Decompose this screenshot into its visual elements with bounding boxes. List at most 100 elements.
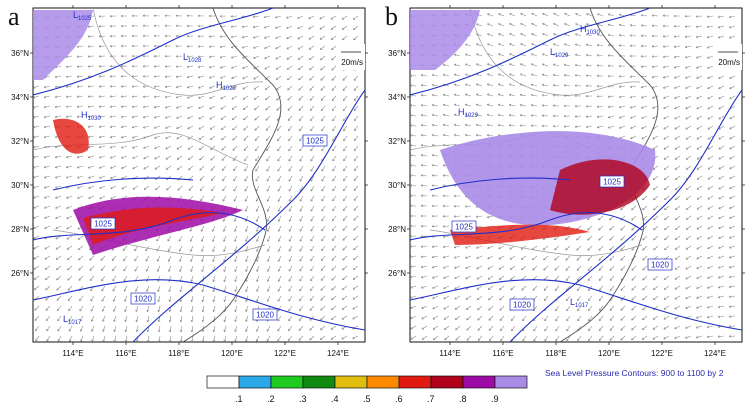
wind-arrow-head [76,106,80,108]
wind-arrow-head [420,185,423,187]
wind-arrow-head [520,84,522,87]
wind-arrow [245,205,249,212]
rain-north [33,10,93,80]
wind-arrow [213,325,216,332]
wind-arrow [299,235,304,242]
wind-arrow [520,43,527,47]
wind-arrow-head [289,200,292,202]
wind-arrow-head [707,26,710,29]
wind-arrow-head [88,136,91,139]
wind-arrow-head [453,216,456,218]
wind-arrow [542,74,549,77]
wind-arrow-head [476,53,478,56]
wind-arrow [674,135,681,140]
wind-arrow [89,275,95,281]
wind-arrow [319,25,326,30]
wind-arrow [353,185,359,191]
wind-arrow-head [57,329,60,332]
wind-arrow-head [332,99,335,101]
wind-arrow-head [223,250,226,252]
wind-arrow [331,35,337,40]
wind-arrow-head [332,229,335,232]
wind-arrow [653,205,659,211]
wind-arrow [34,315,40,321]
wind-arrow [266,155,271,162]
wind-arrow [298,95,304,101]
wind-arrow-head [320,279,324,281]
wind-arrow-head [157,290,160,292]
wind-arrow [707,45,714,49]
wind-arrow [718,75,725,79]
wind-arrow [154,135,161,139]
wind-arrow-head [585,116,589,118]
wind-arrow [112,265,117,272]
wind-arrow [432,124,439,127]
wind-arrow-head [101,279,104,282]
wind-arrow [221,125,227,130]
wind-arrow-head [277,149,280,152]
wind-arrow-head [142,66,145,68]
wind-arrow-head [597,116,600,119]
wind-arrow-head [266,339,269,342]
wind-arrow-head [33,137,36,139]
wind-arrow [67,285,73,291]
wind-arrow-head [531,13,533,16]
wind-arrow [256,255,260,262]
wind-arrow [509,94,516,97]
wind-arrow [288,165,293,172]
wind-arrow [674,85,681,89]
panel-b: 1025102510201020H1030L1029H1029L101720m/… [388,5,745,358]
wind-arrow-head [114,330,116,332]
wind-arrow [231,95,238,100]
wind-arrow [354,135,359,141]
lon-tick-label: 114°E [62,349,83,358]
wind-arrow [729,155,736,160]
wind-arrow [180,335,183,342]
wind-arrow-head [431,185,434,187]
wind-arrow [718,175,725,180]
wind-arrow [432,175,439,177]
lon-tick-label: 120°E [221,349,243,358]
wind-arrow-head [607,65,610,68]
wind-arrow [287,75,293,81]
wind-arrow [352,315,359,320]
wind-arrow [191,325,194,332]
wind-arrow [264,65,271,70]
wind-arrow [531,73,538,77]
wind-arrow [310,195,315,202]
wind-arrow-head [476,43,478,46]
wind-arrow [253,35,260,39]
wind-arrow-head [98,76,101,78]
wind-arrow [421,154,428,157]
wind-arrow-head [718,27,721,29]
wind-arrow-head [146,290,149,292]
wind-arrow-head [158,330,161,333]
wind-arrow-head [208,36,211,38]
wind-arrow [432,94,439,97]
wind-arrow-head [234,240,237,242]
wind-arrow-head [256,220,259,222]
wind-arrow [209,95,216,99]
wind-arrow [542,33,549,37]
wind-arrow-head [76,56,80,58]
wind-arrow-head [278,230,281,232]
wind-arrow-head [410,144,412,147]
wind-arrow [729,75,736,79]
wind-arrow [420,185,428,187]
wind-arrow-head [44,177,47,179]
wind-arrow [309,95,315,101]
wind-arrow-head [208,15,211,18]
wind-arrow [675,195,681,200]
wind-arrow-head [113,320,116,322]
wind-arrow [286,25,293,29]
wind-arrow-head [202,310,205,313]
wind-arrow-head [102,320,105,322]
wind-arrow [309,335,315,341]
wind-arrow [201,235,205,242]
wind-arrow [154,165,161,170]
wind-arrow [253,15,260,18]
wind-arrow [586,125,593,128]
wind-arrow-head [256,250,259,252]
wind-arrow [234,295,238,302]
wind-arrow [288,285,293,292]
